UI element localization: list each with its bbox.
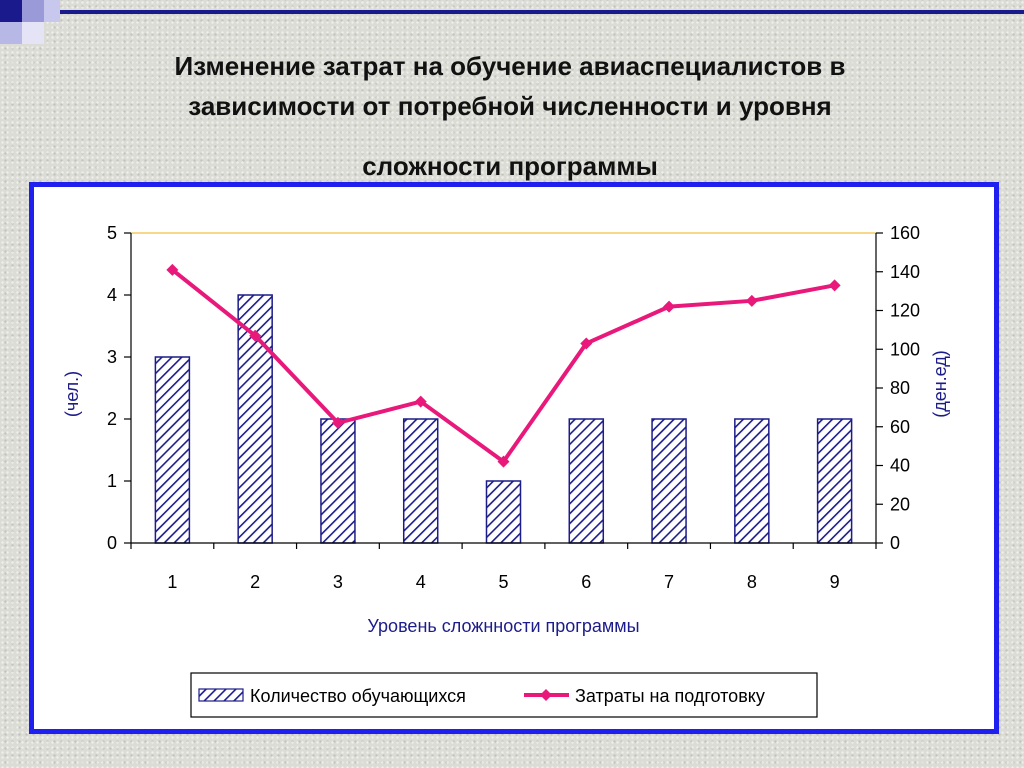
left-tick-label: 0 (107, 533, 117, 553)
legend-box (190, 672, 818, 718)
right-tick-label: 100 (890, 339, 920, 359)
title-line-1: Изменение затрат на обучение авиаспециал… (174, 51, 846, 81)
right-tick-label: 60 (890, 417, 910, 437)
left-tick-label: 1 (107, 471, 117, 491)
cost-point-3 (331, 416, 344, 429)
left-tick-label: 2 (107, 409, 117, 429)
corner-decoration (0, 0, 1024, 60)
right-tick-label: 120 (890, 301, 920, 321)
right-axis-title: (ден.ед) (930, 350, 950, 418)
page-title: Изменение затрат на обучение авиаспециал… (40, 46, 980, 186)
x-tick-label: 8 (747, 572, 757, 592)
left-axis-title: (чел.) (62, 371, 82, 417)
x-axis-title: Уровень сложнности программы (367, 616, 639, 636)
right-tick-label: 80 (890, 378, 910, 398)
x-tick-label: 7 (664, 572, 674, 592)
bar-5 (485, 480, 522, 544)
right-tick-label: 0 (890, 533, 900, 553)
x-tick-label: 2 (250, 572, 260, 592)
left-tick-label: 5 (107, 223, 117, 243)
cost-point-5 (497, 455, 510, 468)
legend-swatch-marker (540, 689, 552, 701)
bar-7 (651, 418, 687, 544)
bar-3 (320, 418, 356, 544)
cost-point-6 (580, 337, 593, 350)
cost-point-7 (663, 300, 676, 313)
legend-label-line: Затраты на подготовку (575, 686, 765, 706)
title-line-3: сложности программы (362, 151, 658, 181)
x-tick-label: 1 (167, 572, 177, 592)
left-tick-label: 3 (107, 347, 117, 367)
right-tick-label: 40 (890, 456, 910, 476)
bar-4 (402, 418, 439, 544)
bar-6 (568, 418, 605, 544)
cost-point-9 (828, 279, 841, 292)
x-tick-label: 3 (333, 572, 343, 592)
bar-8 (734, 418, 770, 544)
cost-point-1 (166, 263, 179, 276)
combo-chart: 0 1 2 3 4 5 0 20 40 60 80 100 120 140 160 1 2 3 4 5 6 7 8 9 Уров… (62, 223, 950, 718)
left-tick-label: 4 (107, 285, 117, 305)
cost-point-8 (745, 294, 758, 307)
legend-label-bar: Количество обучающихся (250, 686, 466, 706)
bar-1 (154, 356, 191, 544)
cost-point-2 (249, 329, 262, 342)
cost-point-4 (414, 395, 427, 408)
x-tick-label: 5 (498, 572, 508, 592)
x-tick-label: 4 (416, 572, 426, 592)
x-tick-label: 6 (581, 572, 591, 592)
x-tick-label: 9 (830, 572, 840, 592)
right-tick-label: 160 (890, 223, 920, 243)
right-tick-label: 20 (890, 494, 910, 514)
chart-frame: 0 1 2 3 4 5 0 20 40 60 80 100 120 140 160 1 2 3 4 5 6 7 8 9 Уров… (29, 182, 999, 734)
right-tick-label: 140 (890, 262, 920, 282)
bar-9 (816, 418, 853, 544)
title-line-2: зависимости от потребной численности и у… (188, 91, 832, 121)
legend-swatch-bar (198, 688, 244, 702)
